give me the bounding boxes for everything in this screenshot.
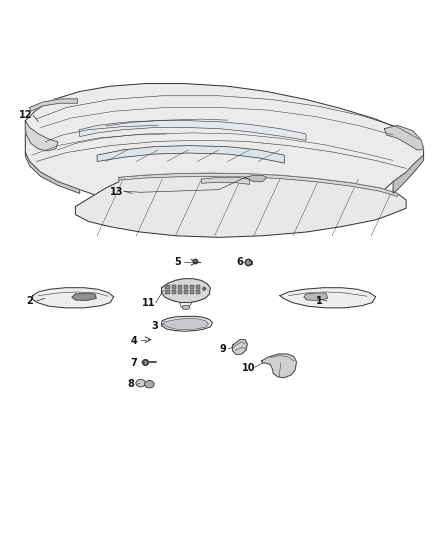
Text: 9: 9 xyxy=(219,344,226,354)
Polygon shape xyxy=(304,293,328,301)
Polygon shape xyxy=(97,146,284,163)
Text: 6: 6 xyxy=(237,257,243,267)
Text: 7: 7 xyxy=(131,358,138,368)
Ellipse shape xyxy=(136,379,145,387)
Bar xyxy=(184,290,188,294)
Polygon shape xyxy=(25,120,58,151)
Text: 3: 3 xyxy=(151,321,158,331)
Text: 4: 4 xyxy=(131,336,138,346)
Text: 13: 13 xyxy=(110,187,124,197)
Polygon shape xyxy=(393,155,424,193)
Text: 2: 2 xyxy=(26,296,33,306)
Polygon shape xyxy=(25,84,424,213)
Bar xyxy=(184,285,188,289)
Polygon shape xyxy=(72,293,96,301)
Text: 1: 1 xyxy=(316,296,322,306)
Bar xyxy=(178,285,182,289)
Polygon shape xyxy=(385,125,424,150)
Ellipse shape xyxy=(202,287,206,291)
Bar xyxy=(190,285,194,289)
Polygon shape xyxy=(232,340,247,354)
Bar xyxy=(166,290,170,294)
Ellipse shape xyxy=(182,305,190,310)
Polygon shape xyxy=(280,288,376,308)
Bar xyxy=(178,290,182,294)
Bar xyxy=(172,285,176,289)
Polygon shape xyxy=(245,175,267,182)
Text: 10: 10 xyxy=(242,364,255,373)
Polygon shape xyxy=(30,99,78,111)
Text: 12: 12 xyxy=(18,110,32,120)
Polygon shape xyxy=(162,279,210,303)
Polygon shape xyxy=(261,354,297,378)
Polygon shape xyxy=(162,317,212,331)
Polygon shape xyxy=(33,288,114,308)
Bar xyxy=(196,290,200,294)
Polygon shape xyxy=(201,177,250,184)
Polygon shape xyxy=(163,318,208,329)
Polygon shape xyxy=(80,120,306,140)
Bar xyxy=(172,290,176,294)
Bar xyxy=(190,290,194,294)
Text: 11: 11 xyxy=(142,297,155,308)
Text: 5: 5 xyxy=(174,257,181,267)
Ellipse shape xyxy=(145,381,154,388)
Bar xyxy=(196,285,200,289)
Polygon shape xyxy=(75,173,406,237)
Bar xyxy=(166,285,170,289)
Polygon shape xyxy=(25,152,80,193)
Polygon shape xyxy=(119,173,397,197)
Text: 8: 8 xyxy=(127,379,134,389)
